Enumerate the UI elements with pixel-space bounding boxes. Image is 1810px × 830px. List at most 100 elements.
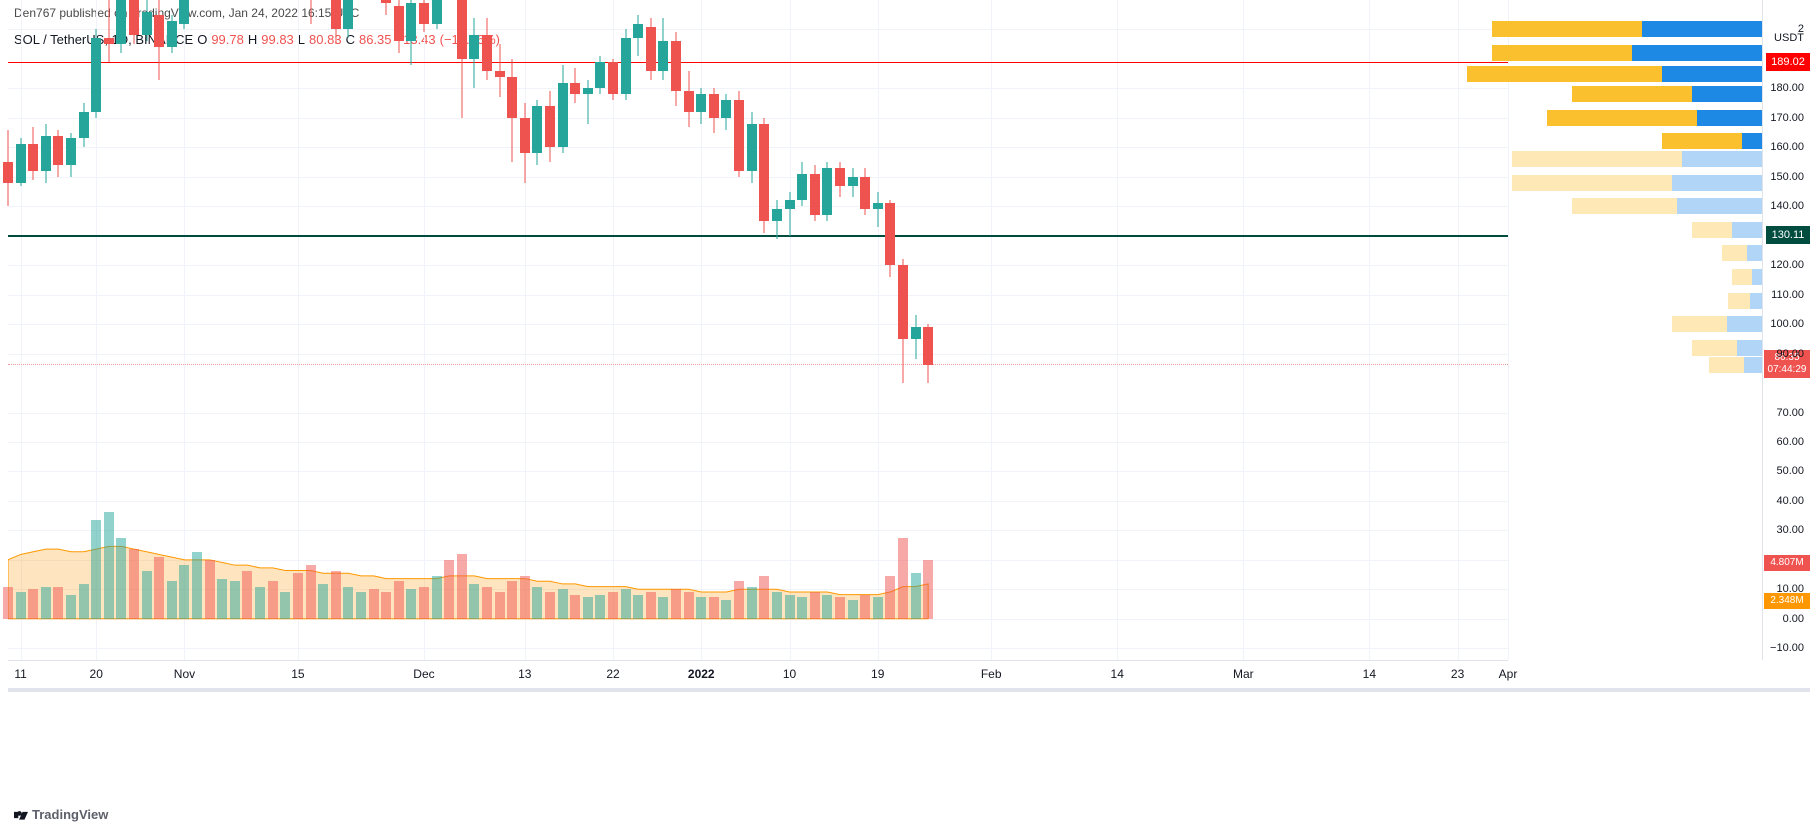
y-tick-label: 100.00	[1770, 318, 1804, 330]
candle	[545, 0, 555, 660]
x-tick-label: Nov	[174, 667, 195, 681]
candle	[242, 0, 252, 660]
volume-profile-row	[1692, 340, 1762, 356]
candle	[167, 0, 177, 660]
y-tick-label: 50.00	[1776, 465, 1804, 477]
candle	[558, 0, 568, 660]
candle	[432, 0, 442, 660]
volume-profile-row	[1709, 357, 1762, 373]
candle	[41, 0, 51, 660]
candle	[873, 0, 883, 660]
candle	[217, 0, 227, 660]
x-tick-label: 22	[606, 667, 619, 681]
y-tick-label: 160.00	[1770, 141, 1804, 153]
volume-tag: 2.348M	[1764, 593, 1810, 609]
candle	[394, 0, 404, 660]
candle	[3, 0, 13, 660]
y-tick-label: 110.00	[1771, 289, 1804, 301]
candle	[192, 0, 202, 660]
candle	[772, 0, 782, 660]
candle	[293, 0, 303, 660]
candle	[785, 0, 795, 660]
candle	[356, 0, 366, 660]
tradingview-logo-icon	[14, 808, 28, 822]
y-tick-label: 2	[1798, 23, 1804, 35]
volume-profile-row	[1692, 222, 1762, 238]
y-tick-label: 170.00	[1770, 112, 1804, 124]
watermark-text: TradingView	[32, 807, 108, 822]
candle	[885, 0, 895, 660]
candle	[658, 0, 668, 660]
volume-profile-row	[1662, 133, 1762, 149]
candle	[848, 0, 858, 660]
tradingview-watermark: TradingView	[14, 807, 108, 822]
price-chart-area[interactable]	[8, 0, 1508, 660]
candle	[759, 0, 769, 660]
pane-separator[interactable]	[8, 688, 1810, 692]
x-tick-label: Feb	[981, 667, 1002, 681]
candle	[104, 0, 114, 660]
candle	[16, 0, 26, 660]
candle	[444, 0, 454, 660]
y-tick-label: 70.00	[1776, 407, 1804, 419]
candle	[268, 0, 278, 660]
candle	[28, 0, 38, 660]
y-tick-label: 120.00	[1770, 259, 1804, 271]
volume-profile-row	[1728, 293, 1762, 309]
volume-profile-row	[1672, 316, 1762, 332]
y-tick-label: 140.00	[1770, 200, 1804, 212]
line-price-tag: 189.02	[1766, 53, 1810, 71]
y-tick-label: 0.00	[1783, 613, 1804, 625]
y-tick-label: 150.00	[1770, 171, 1804, 183]
volume-profile-row	[1547, 110, 1762, 126]
candle	[709, 0, 719, 660]
x-tick-label: Dec	[413, 667, 434, 681]
candle	[583, 0, 593, 660]
candle	[495, 0, 505, 660]
time-axis[interactable]: 1120Nov15Dec132220221019Feb14Mar1423Apr	[8, 660, 1508, 688]
candle	[797, 0, 807, 660]
candle	[646, 0, 656, 660]
candle	[520, 0, 530, 660]
candle	[810, 0, 820, 660]
candle	[129, 0, 139, 660]
chart-root: { "header": { "text": "Den767 published …	[0, 0, 1810, 830]
x-tick-label: 13	[518, 667, 531, 681]
y-tick-label: 30.00	[1776, 524, 1804, 536]
x-tick-label: Mar	[1233, 667, 1254, 681]
volume-profile-row	[1572, 86, 1762, 102]
candle	[671, 0, 681, 660]
x-tick-label: 14	[1363, 667, 1376, 681]
volume-profile-row	[1492, 21, 1762, 37]
candle	[696, 0, 706, 660]
candle	[154, 0, 164, 660]
candle	[633, 0, 643, 660]
candle	[205, 0, 215, 660]
price-axis[interactable]: USDT 189.02130.1186.3507:44:292180.00170…	[1762, 0, 1810, 660]
x-tick-label: 15	[291, 667, 304, 681]
volume-profile-row	[1722, 245, 1762, 261]
candle	[684, 0, 694, 660]
volume-profile-row	[1492, 45, 1762, 61]
candle	[482, 0, 492, 660]
candle	[230, 0, 240, 660]
x-tick-label: 10	[783, 667, 796, 681]
y-tick-label: 90.00	[1776, 348, 1804, 360]
candle	[734, 0, 744, 660]
candle	[79, 0, 89, 660]
y-tick-label: 60.00	[1776, 436, 1804, 448]
candle	[142, 0, 152, 660]
candle	[608, 0, 618, 660]
candle	[255, 0, 265, 660]
volume-profile-row	[1512, 175, 1762, 191]
candle	[318, 0, 328, 660]
candle	[721, 0, 731, 660]
x-tick-label: Apr	[1499, 667, 1518, 681]
candle	[66, 0, 76, 660]
candle	[595, 0, 605, 660]
candle	[306, 0, 316, 660]
x-tick-label: 20	[90, 667, 103, 681]
candle	[860, 0, 870, 660]
candle	[406, 0, 416, 660]
candle	[822, 0, 832, 660]
